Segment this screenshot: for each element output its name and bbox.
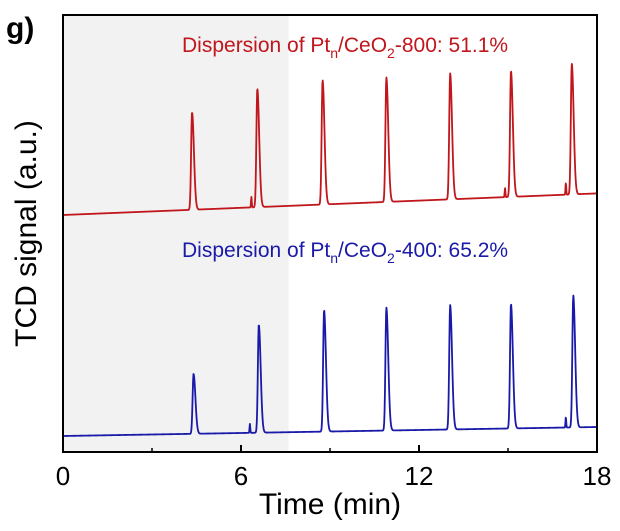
annotation-subscript: n <box>330 45 338 61</box>
shaded-region <box>63 15 289 452</box>
ticks-layer: 0 6 12 18 <box>56 445 612 491</box>
series-annotation-2: Dispersion of Ptn/CeO2-400: 65.2% <box>182 239 508 266</box>
series-line-2 <box>62 294 598 437</box>
annotation-subscript: n <box>330 250 338 266</box>
x-axis-title: Time (min) <box>259 488 401 521</box>
annotation-text: -800: 51.1% <box>395 34 508 57</box>
x-tick-label: 0 <box>56 461 70 491</box>
series-layer <box>62 63 598 437</box>
annotation-text: Dispersion of Pt <box>182 239 330 262</box>
series-annotation-1: Dispersion of Ptn/CeO2-800: 51.1% <box>182 34 508 61</box>
x-tick-label: 6 <box>234 461 248 491</box>
shaded-region-layer <box>63 15 289 452</box>
panel-label: g) <box>6 12 35 45</box>
annotation-text: /CeO <box>338 34 387 57</box>
x-tick-label: 12 <box>405 461 434 491</box>
annotation-subscript: 2 <box>387 250 395 266</box>
y-axis-title: TCD signal (a.u.) <box>10 120 43 347</box>
annotation-layer: Dispersion of Ptn/CeO2-800: 51.1%Dispers… <box>182 34 508 266</box>
annotation-subscript: 2 <box>387 45 395 61</box>
annotation-text: Dispersion of Pt <box>182 34 330 57</box>
series-line-1 <box>62 63 598 216</box>
annotation-text: -400: 65.2% <box>395 239 508 262</box>
annotation-text: /CeO <box>338 239 387 262</box>
x-tick-label: 18 <box>583 461 612 491</box>
